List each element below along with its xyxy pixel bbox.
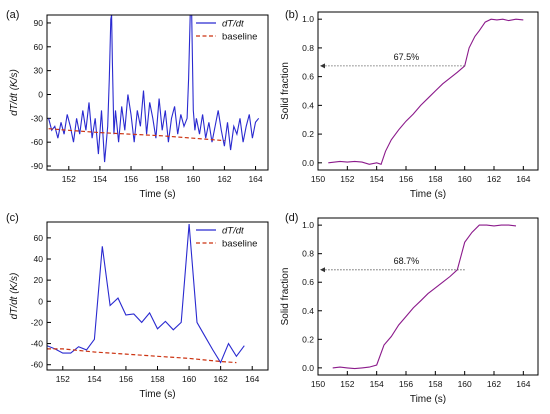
- annotation-arrow-head: [320, 267, 325, 273]
- x-axis-title: Time (s): [139, 189, 175, 200]
- dtdt-series-line: [47, 224, 245, 364]
- x-tick-label: 160: [186, 174, 200, 184]
- x-tick-label: 150: [311, 174, 325, 184]
- y-tick-label: 60: [34, 233, 44, 243]
- x-tick-label: 154: [370, 174, 384, 184]
- y-tick-label: 20: [34, 275, 44, 285]
- y-tick-label: 1.0: [302, 14, 314, 24]
- annotation-text: 67.5%: [394, 52, 420, 62]
- x-tick-label: 158: [428, 174, 442, 184]
- x-tick-label: 164: [248, 174, 262, 184]
- x-tick-label: 162: [487, 379, 501, 389]
- y-tick-label: -40: [31, 339, 44, 349]
- x-axis-title: Time (s): [410, 394, 446, 405]
- x-tick-label: 156: [119, 374, 133, 384]
- y-tick-label: 0: [38, 89, 43, 99]
- y-tick-label: -30: [31, 113, 44, 123]
- panel-label: (c): [6, 212, 19, 224]
- panel-a: (a) 152 154 156 158 160 162 164 -90 -60 -30 0 30 60 90…: [6, 9, 269, 200]
- plot-frame: [46, 221, 269, 371]
- y-tick-label: 0.6: [302, 72, 314, 82]
- x-tick-label: 154: [370, 379, 384, 389]
- x-tick-label: 156: [399, 379, 413, 389]
- y-tick-label: 90: [34, 18, 44, 28]
- x-tick-label: 160: [458, 174, 472, 184]
- y-axis-title: dT/dt (K/s): [9, 69, 20, 116]
- y-tick-label: -90: [31, 161, 44, 171]
- panel-b: (b) 150 152 154 156 158 160 162 164 0.0 0.2 0.4 0.6 0…: [280, 9, 539, 200]
- y-tick-label: 0.4: [302, 100, 314, 110]
- x-tick-label: 152: [340, 174, 354, 184]
- panel-label: (d): [285, 212, 298, 224]
- annotation-text: 68.7%: [394, 256, 420, 266]
- panel-d: (d) 150 152 154 156 158 160 162 164 0.0 0.2 0.4 0.6 0…: [280, 212, 539, 405]
- panel-label: (b): [285, 9, 298, 21]
- y-tick-label: -60: [31, 137, 44, 147]
- x-tick-label: 162: [487, 174, 501, 184]
- x-tick-label: 158: [428, 379, 442, 389]
- y-tick-label: -60: [31, 360, 44, 370]
- y-axis-title: Solid fraction: [280, 268, 291, 326]
- panel-c: (c) 152 154 156 158 160 162 164 -60 -40 -20 0 20 40 60…: [6, 212, 269, 400]
- y-tick-label: 0: [38, 296, 43, 306]
- plot-frame: [317, 217, 539, 376]
- y-tick-label: 0.2: [302, 334, 314, 344]
- y-tick-label: 60: [34, 42, 44, 52]
- y-tick-label: 0.4: [302, 306, 314, 316]
- x-tick-label: 160: [182, 374, 196, 384]
- y-tick-label: 0.8: [302, 43, 314, 53]
- x-tick-label: 164: [245, 374, 259, 384]
- x-tick-label: 164: [516, 174, 530, 184]
- y-axis-title: Solid fraction: [280, 62, 291, 120]
- y-tick-label: 0.2: [302, 129, 314, 139]
- x-tick-label: 154: [87, 374, 101, 384]
- legend-label: baseline: [222, 32, 257, 43]
- x-tick-label: 162: [214, 374, 228, 384]
- panel-label: (a): [6, 9, 19, 21]
- x-tick-label: 164: [516, 379, 530, 389]
- y-tick-label: 0.0: [302, 158, 314, 168]
- x-tick-label: 152: [62, 174, 76, 184]
- legend-label: baseline: [222, 239, 257, 250]
- baseline-series-line: [47, 348, 237, 364]
- x-axis-title: Time (s): [139, 389, 175, 400]
- x-tick-label: 154: [93, 174, 107, 184]
- x-tick-label: 156: [399, 174, 413, 184]
- y-tick-label: 0.0: [302, 363, 314, 373]
- x-tick-label: 152: [340, 379, 354, 389]
- y-tick-label: -20: [31, 317, 44, 327]
- x-tick-label: 158: [155, 174, 169, 184]
- plot-area: [328, 18, 524, 165]
- legend-label: dT/dt: [222, 226, 244, 237]
- y-tick-label: 0.8: [302, 249, 314, 259]
- x-tick-label: 152: [56, 374, 70, 384]
- solid-fraction-series-line: [328, 18, 524, 165]
- plot-area: [332, 224, 517, 370]
- x-axis-title: Time (s): [410, 189, 446, 200]
- y-tick-label: 1.0: [302, 220, 314, 230]
- x-tick-label: 158: [150, 374, 164, 384]
- solid-fraction-series-line: [332, 224, 517, 370]
- baseline-series-line: [48, 128, 225, 142]
- dtdt-series-line: [48, 15, 260, 163]
- legend-label: dT/dt: [222, 19, 244, 30]
- x-tick-label: 156: [124, 174, 138, 184]
- plot-frame: [46, 14, 269, 171]
- plot-area: [47, 224, 245, 364]
- plot-area: [48, 15, 260, 163]
- y-axis-title: dT/dt (K/s): [9, 273, 20, 320]
- x-tick-label: 162: [217, 174, 231, 184]
- y-tick-label: 40: [34, 254, 44, 264]
- y-tick-label: 30: [34, 66, 44, 76]
- x-tick-label: 150: [311, 379, 325, 389]
- x-tick-label: 160: [458, 379, 472, 389]
- y-tick-label: 0.6: [302, 277, 314, 287]
- plot-frame: [317, 11, 539, 171]
- annotation-arrow-head: [320, 63, 325, 69]
